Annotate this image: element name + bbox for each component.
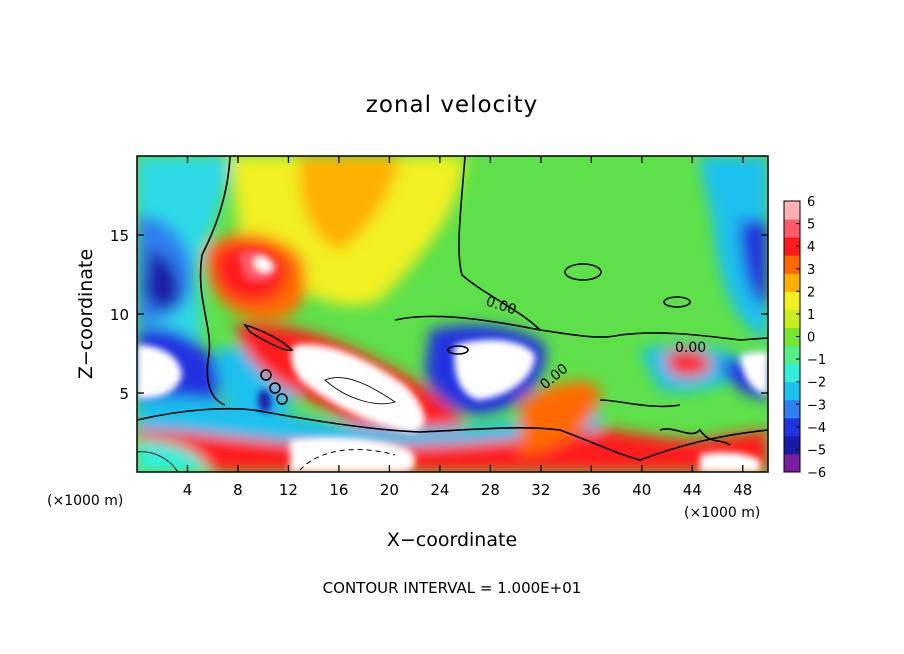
- colorbar: 6 5 4 3 2 1 0 −1 −2 −3 −4 −5 −6: [783, 195, 826, 481]
- x-unit-right: (×1000 m): [684, 505, 760, 521]
- x-tick-label: 40: [632, 481, 651, 499]
- colorbar-label: −2: [807, 376, 826, 391]
- x-tick-label: 44: [683, 481, 702, 499]
- colorbar-swatch: [784, 255, 800, 274]
- colorbar-swatch: [784, 309, 800, 328]
- x-unit-left: (×1000 m): [47, 493, 123, 509]
- x-tick-label: 4: [183, 481, 193, 499]
- x-axis: 4 8 12 16 20 24 28 32 36 40 44 48: [183, 156, 752, 499]
- colorbar-label: 5: [807, 218, 815, 233]
- colorbar-swatch: [784, 363, 800, 383]
- y-tick-label: 10: [110, 306, 129, 324]
- colorbar-swatch: [784, 399, 800, 419]
- contour-label: 0.00: [675, 340, 706, 356]
- colorbar-swatch: [784, 417, 800, 437]
- colorbar-label: 2: [807, 285, 815, 300]
- y-axis-title: Z−coordinate: [75, 249, 97, 379]
- colorbar-swatch: [784, 345, 800, 365]
- colorbar-label: −4: [807, 421, 826, 436]
- x-tick-label: 16: [329, 481, 348, 499]
- colorbar-label: −1: [807, 353, 826, 368]
- x-tick-label: 28: [481, 481, 500, 499]
- colorbar-swatch: [784, 453, 800, 473]
- colorbar-label: −5: [807, 443, 826, 458]
- contour-interval-note: CONTOUR INTERVAL = 1.000E+01: [323, 579, 582, 597]
- y-tick-label: 15: [110, 227, 129, 245]
- x-tick-label: 32: [531, 481, 550, 499]
- colorbar-swatch: [784, 435, 800, 455]
- colorbar-label: −3: [807, 398, 826, 413]
- zero-contours: [137, 156, 768, 461]
- colorbar-label: −6: [807, 466, 826, 481]
- colorbar-swatch: [784, 327, 800, 347]
- colorbar-swatch: [784, 201, 800, 220]
- colorbar-label: 1: [807, 308, 815, 323]
- x-tick-label: 36: [582, 481, 601, 499]
- colorbar-swatch: [784, 381, 800, 401]
- x-tick-label: 8: [233, 481, 243, 499]
- y-tick-label: 5: [119, 385, 129, 403]
- colorbar-label: 6: [807, 195, 815, 210]
- colorbar-label: 3: [807, 263, 815, 278]
- x-tick-label: 48: [733, 481, 752, 499]
- colorbar-swatch: [784, 273, 800, 292]
- colorbar-swatch: [784, 219, 800, 238]
- colorbar-label: 0: [807, 331, 815, 346]
- x-tick-label: 20: [380, 481, 399, 499]
- heatmap-field: 0.00 0.00 0.00: [137, 156, 768, 472]
- x-tick-label: 12: [279, 481, 298, 499]
- x-axis-title: X−coordinate: [387, 529, 517, 551]
- x-tick-label: 24: [430, 481, 449, 499]
- colorbar-swatch: [784, 291, 800, 310]
- y-axis: 5 10 15: [110, 227, 768, 403]
- colorbar-label: 4: [807, 240, 815, 255]
- colorbar-swatch: [784, 237, 800, 256]
- chart-title: zonal velocity: [366, 92, 538, 118]
